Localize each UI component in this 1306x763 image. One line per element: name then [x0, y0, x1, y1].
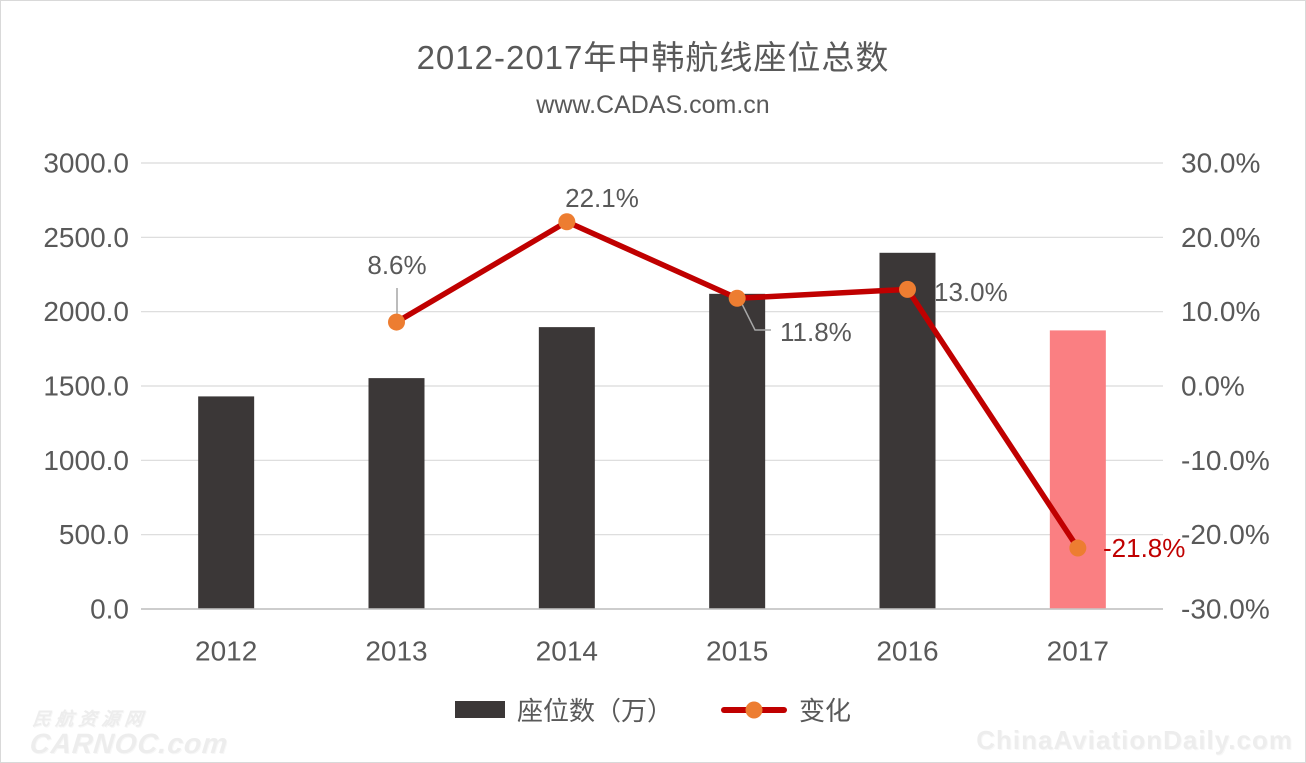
- chart-title: 2012-2017年中韩航线座位总数: [416, 39, 890, 76]
- left-axis-tick-label: 2500.0: [43, 222, 129, 253]
- left-axis-tick-label: 1000.0: [43, 445, 129, 476]
- bar-series-swatch: [454, 701, 505, 718]
- x-axis-label-2017: 2017: [1047, 636, 1109, 667]
- bar-2017: [1049, 330, 1106, 609]
- data-label-2013: 8.6%: [367, 250, 426, 280]
- chart-subtitle: www.CADAS.com.cn: [536, 91, 770, 119]
- bar-2015: [709, 293, 766, 609]
- x-axis-label-2015: 2015: [706, 636, 768, 667]
- x-axis-label-2012: 2012: [195, 636, 257, 667]
- left-axis-tick-label: 1500.0: [43, 371, 129, 402]
- change-marker-2013: [388, 313, 405, 331]
- legend-item-change: 变化: [721, 691, 851, 728]
- left-axis-tick-label: 0.0: [90, 594, 129, 625]
- right-axis-tick-label: 10.0%: [1181, 296, 1260, 327]
- change-marker-2016: [899, 280, 916, 298]
- bar-2014: [538, 327, 595, 609]
- legend-label-change: 变化: [799, 696, 852, 726]
- left-axis-tick-label: 2000.0: [43, 296, 129, 327]
- data-label-2017: -21.8%: [1103, 533, 1185, 563]
- watermark-carnoc: 民航资源网 CARNOC.com: [28, 708, 231, 759]
- data-label-2014: 22.1%: [565, 183, 639, 213]
- bar-2013: [368, 378, 425, 609]
- x-axis-label-2013: 2013: [365, 636, 427, 667]
- watermark-chinaaviationdaily: ChinaAviationDaily.com: [976, 725, 1293, 755]
- right-axis-tick-label: -30.0%: [1181, 594, 1270, 625]
- watermark-carnoc-cn: 民航资源网: [31, 708, 149, 729]
- watermark-carnoc-domain: CARNOC.com: [28, 727, 230, 759]
- right-axis-tick-label: 30.0%: [1181, 148, 1260, 179]
- legend-item-seats: 座位数（万）: [454, 691, 673, 728]
- left-axis-tick-label: 3000.0: [43, 148, 129, 179]
- x-axis-label-2016: 2016: [876, 636, 938, 667]
- legend: 座位数（万） 变化: [1, 691, 1305, 728]
- change-marker-2014: [558, 213, 576, 231]
- data-label-leader-line: [741, 303, 771, 331]
- left-axis-tick-label: 500.0: [59, 519, 129, 550]
- right-axis-tick-label: 20.0%: [1181, 222, 1260, 253]
- right-axis-tick-label: -20.0%: [1181, 519, 1270, 550]
- bar-2012: [198, 396, 255, 609]
- right-axis-tick-label: 0.0%: [1181, 371, 1245, 402]
- line-series-marker-swatch: [745, 701, 763, 718]
- change-marker-2015: [728, 289, 746, 307]
- right-axis-tick-label: -10.0%: [1181, 445, 1270, 476]
- x-axis-label-2014: 2014: [536, 636, 598, 667]
- data-label-2016: 13.0%: [934, 277, 1008, 307]
- change-marker-2017: [1069, 539, 1087, 557]
- line-series-swatch: [721, 701, 787, 718]
- legend-label-seats: 座位数（万）: [516, 696, 673, 726]
- data-label-2015: 11.8%: [780, 317, 852, 347]
- bar-2016: [879, 252, 936, 609]
